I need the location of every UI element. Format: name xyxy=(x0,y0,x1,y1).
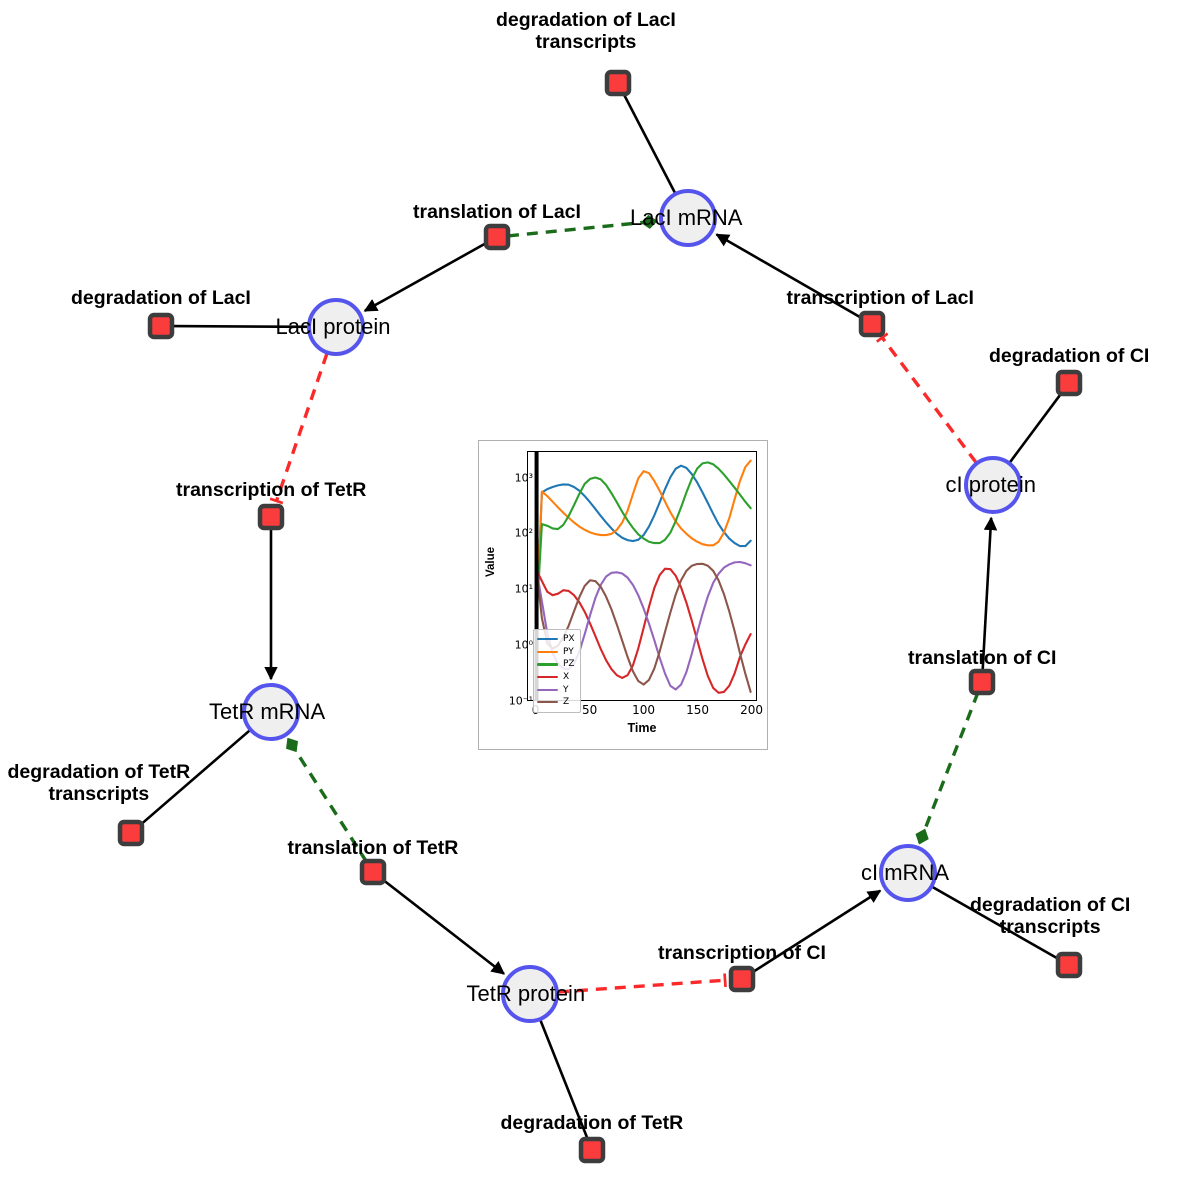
legend-label: Z xyxy=(563,697,570,708)
edge-modifier xyxy=(507,214,658,238)
x-tick-label: 150 xyxy=(686,703,710,717)
chart-legend: PX PY PZ X Y Z xyxy=(533,629,581,713)
series-line-z xyxy=(537,564,751,692)
node-layer xyxy=(117,69,1083,1164)
legend-label: Y xyxy=(563,684,569,695)
reaction-node-degradation_ci[interactable] xyxy=(1055,369,1083,397)
edge-substrate xyxy=(138,729,251,827)
legend-label: PX xyxy=(563,634,575,645)
legend-item-x: X xyxy=(537,671,575,684)
edge-product xyxy=(715,233,864,320)
legend-item-pz: PZ xyxy=(537,658,575,671)
x-axis-label: Time xyxy=(627,721,657,735)
edge-layer xyxy=(138,92,1064,1141)
y-tick-label: 10² xyxy=(514,526,533,540)
edge-substrate xyxy=(1008,391,1064,464)
edge-substrate xyxy=(931,885,1061,961)
species-node-laci_mrna[interactable] xyxy=(659,189,717,247)
edge-product xyxy=(981,516,998,672)
edge-product xyxy=(750,889,882,975)
x-tick-label: 200 xyxy=(740,703,764,717)
edge-substrate xyxy=(171,324,309,329)
y-tick-label: 10⁰ xyxy=(514,638,533,652)
series-line-pz xyxy=(537,462,751,618)
legend-swatch-icon xyxy=(537,663,558,666)
species-node-ci_mrna[interactable] xyxy=(879,844,937,902)
legend-label: X xyxy=(563,672,570,683)
x-tick-label: 50 xyxy=(581,703,598,717)
reaction-node-transcription_laci[interactable] xyxy=(858,310,886,338)
reaction-node-translation_laci[interactable] xyxy=(483,223,511,251)
y-tick-label: 10¹ xyxy=(514,582,533,596)
edge-inhibitor xyxy=(269,352,329,505)
legend-label: PZ xyxy=(563,659,575,670)
reaction-node-translation_tetr[interactable] xyxy=(359,858,387,886)
series-line-py xyxy=(537,461,751,619)
edge-inhibitor xyxy=(557,973,727,994)
reaction-node-degradation_laci[interactable] xyxy=(147,312,175,340)
species-node-laci_protein[interactable] xyxy=(307,298,365,356)
species-node-ci_protein[interactable] xyxy=(964,456,1022,514)
legend-swatch-icon xyxy=(537,638,558,641)
legend-swatch-icon xyxy=(537,688,558,691)
x-tick-label: 100 xyxy=(632,703,656,717)
legend-swatch-icon xyxy=(537,701,558,704)
series-line-px xyxy=(537,466,751,619)
legend-item-z: Z xyxy=(537,696,575,709)
edge-product xyxy=(380,877,506,975)
edge-product xyxy=(363,241,489,313)
reaction-node-degradation_laci_transcripts[interactable] xyxy=(604,69,632,97)
reaction-node-degradation_tetr[interactable] xyxy=(578,1136,606,1164)
edge-inhibitor xyxy=(875,332,978,464)
legend-label: PY xyxy=(563,646,574,657)
species-node-tetr_mrna[interactable] xyxy=(242,683,300,741)
y-axis-label: Value xyxy=(485,546,497,578)
reaction-node-transcription_tetr[interactable] xyxy=(257,503,285,531)
reaction-node-degradation_tetr_transcripts[interactable] xyxy=(117,819,145,847)
edge-substrate xyxy=(621,92,677,194)
y-tick-label: 10⁻¹ xyxy=(508,694,533,708)
edge-modifier xyxy=(286,737,369,864)
y-tick-label: 10³ xyxy=(514,471,533,485)
edge-substrate xyxy=(539,1019,590,1141)
legend-item-py: PY xyxy=(537,646,575,659)
legend-swatch-icon xyxy=(537,675,558,679)
edge-modifier xyxy=(915,691,980,845)
legend-item-px: PX xyxy=(537,633,575,646)
reaction-node-translation_ci[interactable] xyxy=(968,668,996,696)
reaction-node-transcription_ci[interactable] xyxy=(728,965,756,993)
legend-swatch-icon xyxy=(537,650,558,653)
reaction-node-degradation_ci_transcripts[interactable] xyxy=(1055,951,1083,979)
legend-item-y: Y xyxy=(537,683,575,696)
series-line-x xyxy=(537,569,751,693)
species-node-tetr_protein[interactable] xyxy=(501,965,559,1023)
